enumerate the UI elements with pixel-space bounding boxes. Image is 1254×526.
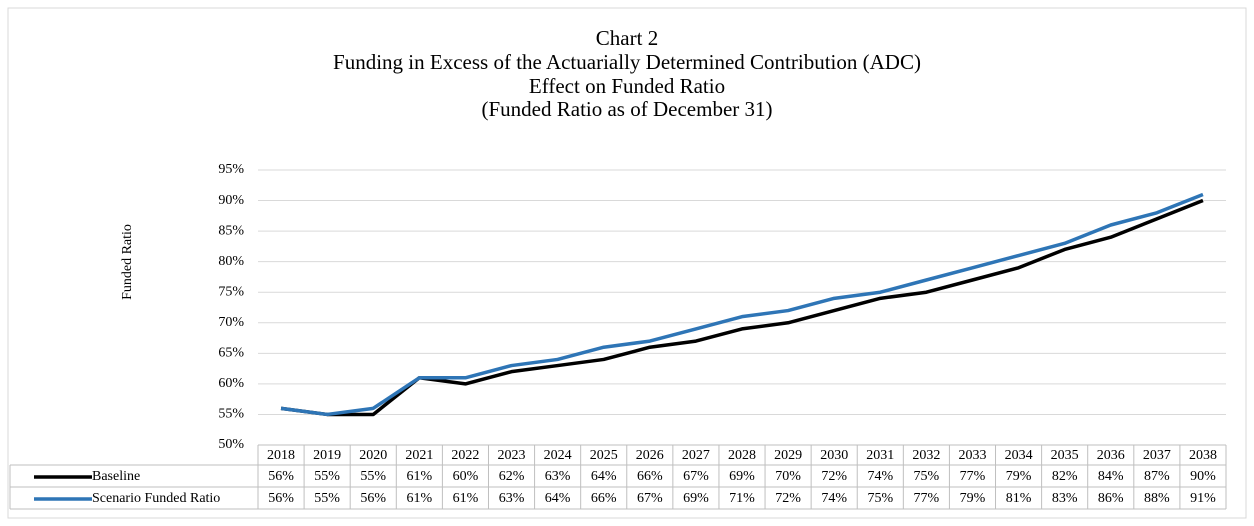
table-value: 79%	[960, 491, 986, 506]
table-value: 61%	[453, 491, 479, 506]
y-tick-label: 65%	[218, 346, 244, 361]
table-value: 56%	[360, 491, 386, 506]
table-value: 71%	[729, 491, 755, 506]
x-tick-label: 2032	[912, 448, 940, 463]
table-value: 74%	[821, 491, 847, 506]
table-value: 67%	[637, 491, 663, 506]
x-tick-label: 2023	[498, 448, 526, 463]
legend-label: Baseline	[92, 469, 140, 484]
table-value: 63%	[499, 491, 525, 506]
chart-subtitle: Effect on Funded Ratio	[529, 74, 725, 98]
table-value: 88%	[1144, 491, 1170, 506]
x-tick-label: 2028	[728, 448, 756, 463]
x-tick-label: 2036	[1097, 448, 1125, 463]
table-value: 87%	[1144, 469, 1170, 484]
x-tick-label: 2021	[405, 448, 433, 463]
y-tick-label: 55%	[218, 407, 244, 422]
table-value: 66%	[591, 491, 617, 506]
y-axis-title: Funded Ratio	[120, 224, 135, 300]
chart-title: Chart 2	[596, 26, 658, 50]
table-value: 74%	[867, 469, 893, 484]
series-line	[280, 192, 1204, 417]
table-value: 84%	[1098, 469, 1124, 484]
table-value: 83%	[1052, 491, 1078, 506]
table-value: 82%	[1052, 469, 1078, 484]
table-value: 61%	[406, 469, 432, 484]
y-tick-label: 75%	[218, 284, 244, 299]
table-value: 55%	[360, 469, 386, 484]
y-tick-label: 70%	[218, 315, 244, 330]
y-tick-label: 50%	[218, 437, 244, 452]
table-value: 55%	[314, 491, 340, 506]
table-value: 67%	[683, 469, 709, 484]
x-tick-label: 2027	[682, 448, 710, 463]
table-value: 75%	[867, 491, 893, 506]
table-value: 56%	[268, 469, 294, 484]
table-value: 63%	[545, 469, 571, 484]
table-value: 79%	[1006, 469, 1032, 484]
table-value: 91%	[1190, 491, 1216, 506]
table-value: 90%	[1190, 469, 1216, 484]
x-tick-label: 2034	[1005, 448, 1033, 463]
table-value: 61%	[406, 491, 432, 506]
x-tick-label: 2024	[544, 448, 572, 463]
table-value: 69%	[683, 491, 709, 506]
y-tick-label: 90%	[218, 193, 244, 208]
x-tick-label: 2035	[1051, 448, 1079, 463]
table-value: 81%	[1006, 491, 1032, 506]
table-value: 64%	[545, 491, 571, 506]
table-value: 64%	[591, 469, 617, 484]
table-value: 70%	[775, 469, 801, 484]
table-value: 77%	[914, 491, 940, 506]
x-tick-label: 2025	[590, 448, 618, 463]
x-tick-label: 2026	[636, 448, 664, 463]
y-tick-label: 95%	[218, 162, 244, 177]
table-value: 75%	[914, 469, 940, 484]
x-tick-label: 2018	[267, 448, 295, 463]
table-value: 62%	[499, 469, 525, 484]
x-tick-label: 2029	[774, 448, 802, 463]
x-tick-label: 2020	[359, 448, 387, 463]
table-value: 69%	[729, 469, 755, 484]
x-tick-label: 2033	[958, 448, 986, 463]
legend-label: Scenario Funded Ratio	[92, 491, 220, 506]
x-tick-label: 2037	[1143, 448, 1171, 463]
table-value: 60%	[453, 469, 479, 484]
y-tick-label: 80%	[218, 254, 244, 269]
series-line	[280, 198, 1204, 417]
table-value: 56%	[268, 491, 294, 506]
x-tick-label: 2022	[451, 448, 479, 463]
table-value: 55%	[314, 469, 340, 484]
table-value: 72%	[821, 469, 847, 484]
x-tick-label: 2019	[313, 448, 341, 463]
chart-border	[7, 7, 1247, 519]
chart-subtitle: Funding in Excess of the Actuarially Det…	[333, 50, 921, 74]
x-tick-label: 2031	[866, 448, 894, 463]
table-value: 86%	[1098, 491, 1124, 506]
y-tick-label: 85%	[218, 223, 244, 238]
x-tick-label: 2030	[820, 448, 848, 463]
table-value: 77%	[960, 469, 986, 484]
y-tick-label: 60%	[218, 376, 244, 391]
x-tick-label: 2038	[1189, 448, 1217, 463]
table-value: 66%	[637, 469, 663, 484]
chart-subtitle: (Funded Ratio as of December 31)	[482, 97, 773, 121]
table-value: 72%	[775, 491, 801, 506]
